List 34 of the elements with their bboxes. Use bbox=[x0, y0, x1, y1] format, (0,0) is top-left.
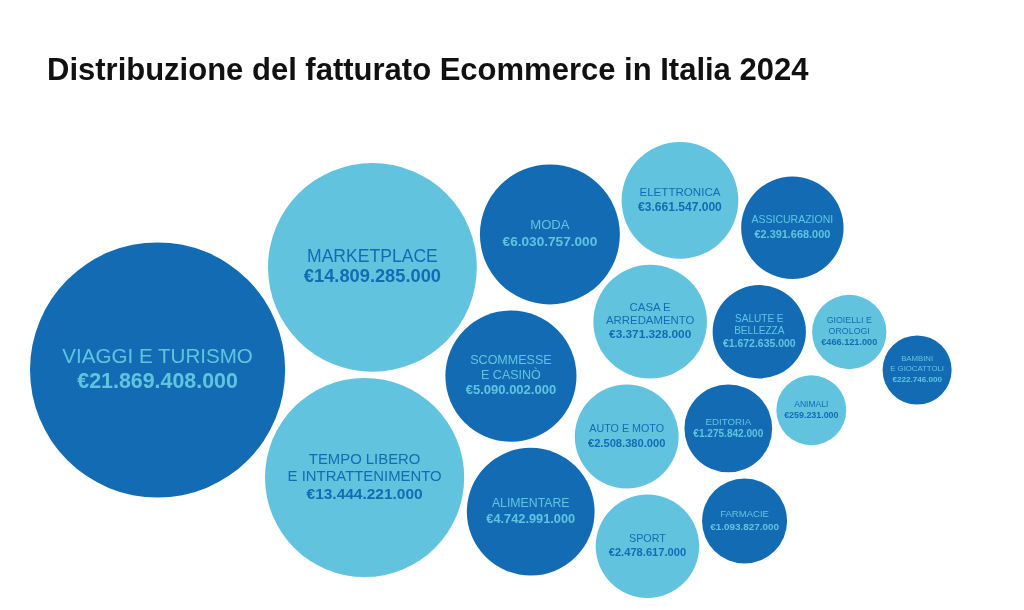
category-label: CASA E ARREDAMENTO bbox=[606, 300, 695, 326]
data-label: €466.121.000 bbox=[821, 337, 878, 348]
data-label: €14.809.285.000 bbox=[303, 265, 441, 287]
data-label: €4.742.991.000 bbox=[486, 510, 576, 526]
category-label: TEMPO LIBERO E INTRATTENIMENTO bbox=[287, 451, 442, 485]
category-label: SCOMMESSE E CASINÒ bbox=[470, 353, 552, 382]
category-label: FARMACIE bbox=[720, 508, 769, 520]
category-label: AUTO E MOTO bbox=[589, 421, 665, 434]
category-label: MARKETPLACE bbox=[307, 245, 438, 266]
category-label: ANIMALI bbox=[794, 398, 829, 409]
text: Distribuzione del fatturato Ecommerce in Italia 2024 bbox=[47, 52, 810, 87]
category-label: ASSICURAZIONI bbox=[751, 213, 834, 226]
data-label: €259.231.000 bbox=[784, 410, 839, 421]
data-label: €2.478.617.000 bbox=[608, 546, 687, 559]
category-label: SPORT bbox=[629, 531, 667, 544]
data-label: €5.090.002.000 bbox=[465, 382, 557, 398]
data-label: €1.093.827.000 bbox=[710, 520, 780, 532]
data-label: €21.869.408.000 bbox=[77, 369, 238, 393]
data-label: €13.444.221.000 bbox=[306, 484, 423, 502]
category-label: MODA bbox=[530, 217, 570, 233]
data-label: €2.391.668.000 bbox=[754, 227, 831, 240]
data-label: €222.746.000 bbox=[892, 374, 943, 384]
category-label: ALIMENTARE bbox=[491, 496, 570, 511]
category-label: GIOIELLI E OROLOGI bbox=[826, 314, 872, 336]
category-label: SALUTE E BELLEZZA bbox=[734, 312, 785, 336]
category-label: VIAGGI E TURISMO bbox=[62, 344, 253, 368]
data-label: €3.661.547.000 bbox=[638, 200, 723, 215]
data-label: €6.030.757.000 bbox=[502, 234, 598, 250]
data-label: €3.371.328.000 bbox=[609, 327, 692, 342]
category-label: ELETTRONICA bbox=[639, 185, 721, 198]
data-label: €2.508.380.000 bbox=[587, 436, 666, 449]
data-label: €1.275.842.000 bbox=[693, 428, 764, 440]
data-label: €1.672.635.000 bbox=[722, 337, 796, 349]
category-label: EDITORIA bbox=[705, 415, 752, 427]
